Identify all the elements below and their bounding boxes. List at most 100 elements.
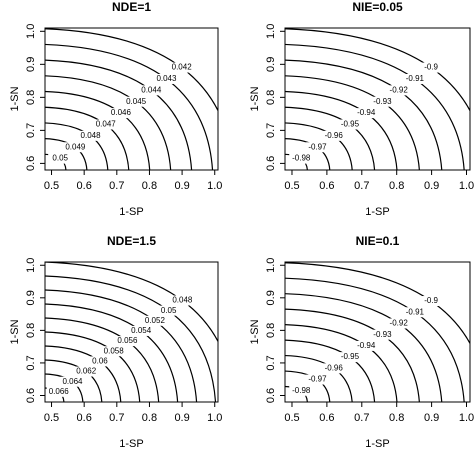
contour-label-bg: [154, 73, 179, 84]
contour-label: -0.9: [424, 296, 438, 305]
contour-label: -0.9: [424, 63, 438, 72]
x-tick-label: 0.5: [44, 180, 59, 192]
y-tick-label: 1.0: [265, 258, 277, 273]
y-tick-label: 0.6: [25, 156, 37, 171]
contour-label-bg: [402, 73, 427, 84]
panel-title: NIE=0.05: [352, 0, 403, 14]
plot-frame: [44, 27, 219, 171]
contour-label: 0.058: [104, 346, 125, 355]
contour-label: 0.06: [92, 357, 108, 366]
contour-label-bg: [354, 108, 379, 119]
y-tick-label: 0.6: [265, 156, 277, 171]
y-tick-label: 0.9: [25, 290, 37, 305]
x-tick-label: 0.6: [319, 180, 334, 192]
contour-label: 0.045: [126, 97, 147, 106]
contour-label: 0.064: [62, 377, 83, 386]
panel-title: NIE=0.1: [356, 234, 400, 248]
contour-label-bg: [78, 130, 103, 141]
contour-label-bg: [289, 385, 314, 396]
x-tick-label: 1.0: [207, 180, 222, 192]
contour-label-bg: [115, 336, 140, 347]
contour-label: 0.048: [81, 131, 102, 140]
contour-label: 0.049: [65, 142, 86, 151]
contour-label: 0.05: [52, 154, 68, 163]
contour-label: 0.043: [156, 74, 177, 83]
x-tick-label: 0.5: [44, 412, 59, 424]
contour-label: 0.05: [161, 306, 177, 315]
x-tick-label: 1.0: [459, 412, 474, 424]
x-tick-label: 0.8: [389, 412, 404, 424]
y-tick-label: 0.7: [265, 123, 277, 138]
contour-label-bg: [419, 62, 444, 73]
contour-label-bg: [289, 153, 314, 164]
contour-label-bg: [370, 329, 395, 340]
contour-label: -0.94: [357, 108, 376, 117]
y-tick-label: 0.8: [265, 90, 277, 105]
panel-title: NDE=1: [112, 0, 151, 14]
contour-label-bg: [370, 96, 395, 107]
x-axis-label: 1-SP: [119, 206, 143, 218]
x-tick-label: 0.5: [284, 180, 299, 192]
contour-label-bg: [386, 85, 411, 96]
plot-frame: [284, 261, 471, 403]
y-tick-label: 0.9: [265, 57, 277, 72]
x-tick-label: 0.7: [109, 180, 124, 192]
x-tick-label: 0.9: [174, 180, 189, 192]
y-tick-label: 1.0: [25, 24, 37, 39]
contour-label: -0.95: [341, 352, 360, 361]
x-axis-label: 1-SP: [365, 206, 389, 218]
contour-label: -0.92: [390, 319, 409, 328]
x-tick-label: 0.7: [109, 412, 124, 424]
y-axis-label: 1-SN: [9, 319, 21, 344]
contour-label: -0.97: [308, 142, 327, 151]
y-tick-label: 0.7: [25, 355, 37, 370]
contour-label: -0.93: [373, 330, 392, 339]
contour-label-bg: [321, 130, 346, 141]
contour-label-bg: [60, 376, 85, 387]
contour-label: -0.96: [325, 363, 344, 372]
x-tick-label: 0.9: [424, 412, 439, 424]
contour-label-bg: [402, 307, 427, 318]
contour-label: 0.056: [117, 336, 138, 345]
y-tick-label: 1.0: [25, 258, 37, 273]
y-tick-label: 0.8: [265, 323, 277, 338]
y-tick-label: 1.0: [265, 24, 277, 39]
y-axis-label: 1-SN: [9, 86, 21, 111]
contour-label: 0.048: [172, 296, 193, 305]
contour-label-bg: [305, 374, 330, 385]
contours: -0.98 -0.97 -0.96 -0.95 -0.94 -0.93 -0.92 -0.91…: [285, 262, 470, 402]
contour-label-bg: [74, 366, 99, 377]
contour-label-bg: [305, 142, 330, 153]
contour-label: -0.96: [325, 131, 344, 140]
x-tick-label: 0.9: [174, 412, 189, 424]
contour-label: 0.042: [172, 63, 193, 72]
x-tick-label: 0.6: [77, 180, 92, 192]
contour-label-bg: [169, 62, 194, 73]
x-tick-label: 0.9: [424, 180, 439, 192]
y-tick-label: 0.9: [25, 57, 37, 72]
contour-label: 0.062: [76, 367, 97, 376]
contour-label: 0.052: [145, 316, 166, 325]
plot-frame: [284, 27, 471, 171]
contour-label-bg: [321, 363, 346, 374]
contour-label-bg: [48, 153, 73, 164]
x-tick-label: 0.8: [389, 180, 404, 192]
y-axis-label: 1-SN: [249, 319, 261, 344]
contour-label: 0.044: [141, 85, 162, 94]
x-axis-label: 1-SP: [365, 438, 389, 450]
contour-label-bg: [419, 296, 444, 307]
contour-label-bg: [156, 305, 181, 316]
y-axis-label: 1-SN: [249, 86, 261, 111]
x-axis-label: 1-SP: [119, 438, 143, 450]
x-tick-label: 1.0: [459, 180, 474, 192]
contour-label: -0.98: [292, 386, 311, 395]
contours: 0.05 0.049 0.048 0.047 0.046 0.045 0.044 0.043 0…: [45, 28, 218, 170]
contour-label-bg: [139, 85, 164, 96]
contour-label: -0.97: [308, 375, 327, 384]
x-tick-label: 0.7: [354, 412, 369, 424]
contour-label: -0.98: [292, 154, 311, 163]
contour-label: -0.92: [390, 85, 409, 94]
contour-label-bg: [93, 119, 118, 130]
contours: -0.98 -0.97 -0.96 -0.95 -0.94 -0.93 -0.92 -0.91…: [285, 28, 470, 170]
y-tick-label: 0.6: [25, 388, 37, 403]
